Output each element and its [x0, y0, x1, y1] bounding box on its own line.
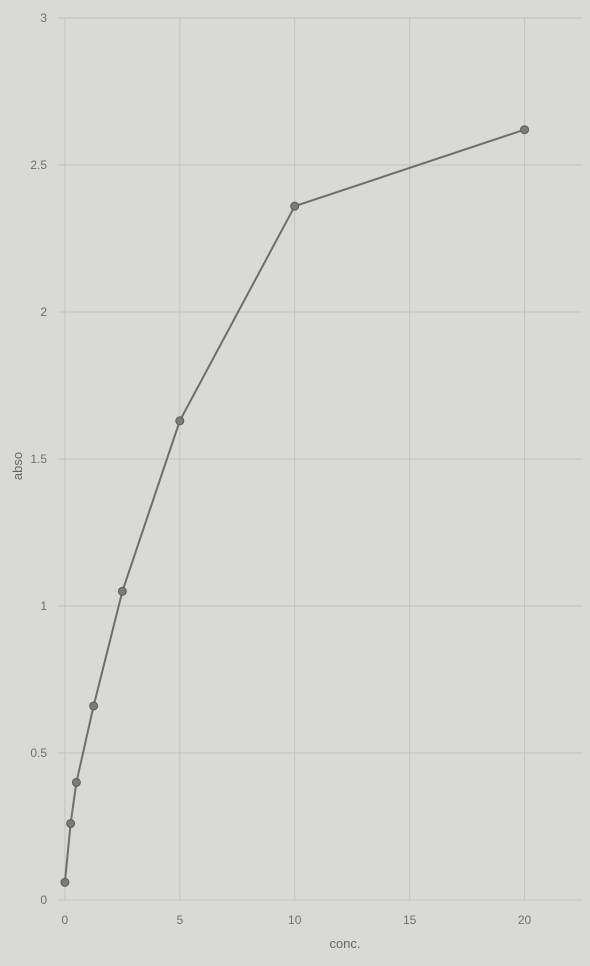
data-point: [175, 416, 185, 426]
data-point: [60, 877, 70, 887]
x-tick-label: 15: [403, 913, 417, 927]
y-tick-label: 1: [40, 599, 47, 613]
x-axis-ticks: 0 5 10 15 20: [62, 913, 532, 927]
data-point: [290, 201, 300, 211]
x-axis-label: conc.: [329, 936, 360, 951]
data-point: [66, 819, 76, 829]
y-tick-label: 3: [40, 11, 47, 25]
data-point: [520, 125, 530, 135]
data-point: [117, 586, 127, 596]
y-axis-ticks: 0 0.5 1 1.5 2 2.5 3: [30, 11, 47, 907]
y-tick-label: 0: [40, 893, 47, 907]
data-point: [89, 701, 99, 711]
data-point: [71, 777, 81, 787]
x-tick-label: 20: [518, 913, 532, 927]
x-tick-label: 0: [62, 913, 69, 927]
x-tick-label: 5: [176, 913, 183, 927]
grid-lines: [58, 17, 582, 901]
y-tick-label: 0.5: [30, 746, 47, 760]
x-tick-label: 10: [288, 913, 302, 927]
y-tick-label: 2: [40, 305, 47, 319]
data-points: [60, 125, 530, 887]
y-axis-label: abso: [10, 452, 25, 480]
series-line: [63, 128, 525, 883]
y-tick-label: 2.5: [30, 158, 47, 172]
y-tick-label: 1.5: [30, 452, 47, 466]
